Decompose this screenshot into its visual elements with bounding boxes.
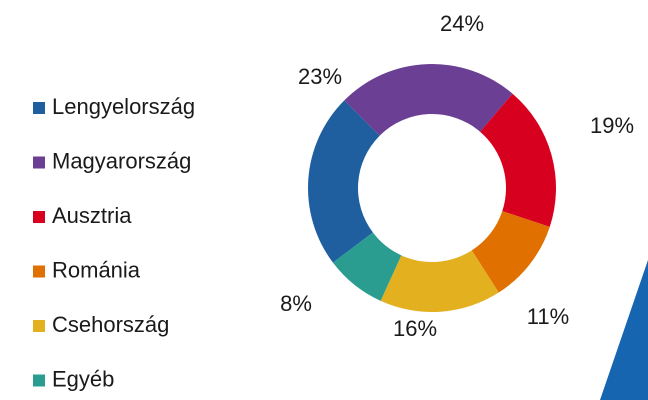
legend-swatch [33,265,45,278]
data-label: 11% [527,304,569,329]
legend-label: Magyarország [52,148,191,173]
legend-swatch [33,102,45,114]
data-label: 24% [440,11,484,36]
data-label: 19% [590,113,634,138]
donut-slice [480,93,556,227]
legend-label: Lengyelország [52,94,195,119]
donut-slice [344,64,513,136]
legend-label: Csehország [52,312,169,337]
donut-slice [471,211,550,293]
legend-swatch [33,374,45,387]
donut-slice [380,250,499,312]
data-label: 16% [393,316,437,341]
legend-swatch [33,156,45,169]
legend: Lengyelország Magyarország Ausztria Románia… [33,94,195,391]
data-label: 8% [280,291,312,316]
legend-swatch [33,320,45,332]
decoration [600,260,648,400]
donut-slice [332,232,402,301]
legend-swatch [33,211,45,223]
legend-label: Egyéb [52,366,114,391]
legend-label: Ausztria [52,203,132,228]
legend-label: Románia [52,257,141,282]
donut-slice [307,100,380,263]
data-label: 23% [298,64,342,89]
